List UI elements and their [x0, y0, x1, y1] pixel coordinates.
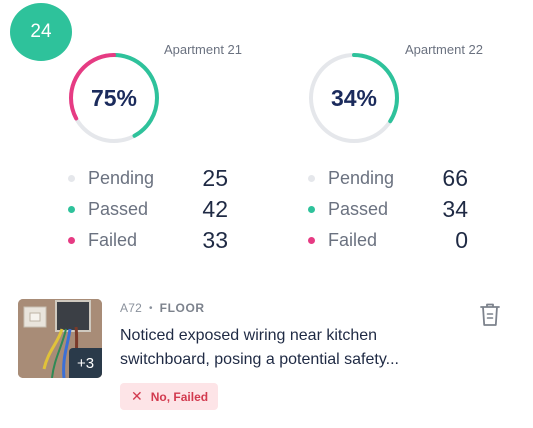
progress-ring-graphic: [309, 53, 399, 143]
stat-label: Passed: [328, 199, 389, 219]
more-photos-count: +3: [76, 354, 95, 372]
progress-percent: 75%: [90, 84, 138, 111]
trash-icon[interactable]: [477, 301, 503, 329]
stat-label: Failed: [88, 230, 138, 250]
count-badge: 24: [10, 3, 72, 61]
wiring-photo-illustration: [18, 299, 102, 378]
failed-dot: [308, 237, 315, 244]
meta-separator-dot: •: [148, 302, 153, 314]
issue-description-line: Noticed exposed wiring near kitchen: [120, 327, 378, 344]
stats-list: Pending 25 Passed 42 Failed 33: [66, 163, 236, 256]
stat-label: Pending: [328, 168, 395, 188]
apartment-card[interactable]: Apartment 22 34% Pending 66 Passed 34: [298, 0, 533, 270]
pending-dot: [308, 175, 315, 182]
status-label: No, Failed: [150, 389, 209, 404]
issue-code: A72: [120, 301, 142, 315]
stat-row-passed: Passed 34: [306, 194, 476, 225]
issue-photo-thumbnail[interactable]: +3: [18, 299, 102, 378]
progress-ring-graphic: [69, 53, 159, 143]
stat-row-pending: Pending 66: [306, 163, 476, 194]
stat-row-pending: Pending 25: [66, 163, 236, 194]
passed-dot: [68, 206, 75, 213]
stat-value: 42: [202, 196, 228, 222]
ring-passed-arc: [309, 53, 399, 143]
pending-dot: [68, 175, 75, 182]
stat-row-passed: Passed 42: [66, 194, 236, 225]
issue-description: Noticed exposed wiring near kitchen swit…: [120, 324, 440, 372]
stat-row-failed: Failed 0: [306, 225, 476, 256]
progress-percent: 34%: [330, 84, 378, 111]
stat-label: Failed: [328, 230, 378, 250]
more-photos-badge[interactable]: +3: [69, 348, 102, 378]
stat-row-failed: Failed 33: [66, 225, 236, 256]
count-badge-value: 24: [30, 21, 52, 42]
stat-label: Passed: [88, 199, 149, 219]
stat-value: 66: [442, 165, 468, 191]
progress-ring: 34%: [306, 50, 402, 146]
apartment-card[interactable]: Apartment 21 75% Pending 25 Passed 42: [58, 0, 298, 270]
stat-value: 34: [442, 196, 468, 222]
x-icon: ✕: [131, 388, 143, 404]
ring-failed-arc: [69, 53, 159, 143]
stat-label: Pending: [88, 168, 155, 188]
stat-value: 0: [455, 227, 468, 253]
stats-list: Pending 66 Passed 34 Failed 0: [306, 163, 476, 256]
stat-value: 25: [202, 165, 228, 191]
issue-meta: A72 • FLOOR: [120, 301, 205, 315]
issue-item[interactable]: +3 A72 • FLOOR Noticed exposed wiring ne…: [18, 299, 518, 419]
apartment-name: Apartment 22: [404, 42, 483, 57]
issue-category: FLOOR: [159, 301, 205, 315]
stat-value: 33: [202, 227, 228, 253]
status-badge-failed: ✕ No, Failed: [120, 383, 219, 410]
passed-dot: [308, 206, 315, 213]
failed-dot: [68, 237, 75, 244]
apartment-name: Apartment 21: [163, 42, 242, 57]
issue-description-line: switchboard, posing a potential safety..…: [120, 351, 399, 368]
progress-ring: 75%: [66, 50, 162, 146]
trash-icon-graphic: [480, 303, 500, 326]
